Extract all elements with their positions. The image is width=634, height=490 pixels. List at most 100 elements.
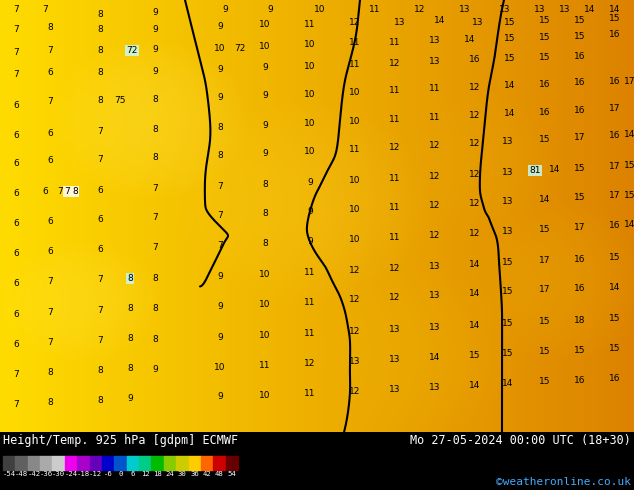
Text: 14: 14: [624, 130, 634, 139]
Text: 13: 13: [394, 18, 406, 27]
Text: 15: 15: [574, 16, 586, 25]
Text: 7: 7: [13, 25, 19, 34]
Text: 15: 15: [502, 258, 514, 268]
Text: 11: 11: [349, 38, 361, 47]
Text: 12: 12: [389, 59, 401, 68]
Text: 17: 17: [609, 162, 621, 171]
Text: 12: 12: [389, 143, 401, 152]
Text: 10: 10: [259, 331, 271, 340]
Text: 6: 6: [97, 186, 103, 195]
Text: 8: 8: [47, 398, 53, 407]
Text: 16: 16: [574, 284, 586, 294]
Text: 6: 6: [47, 129, 53, 138]
Text: 8: 8: [97, 46, 103, 55]
Text: 13: 13: [502, 227, 514, 236]
Text: 11: 11: [304, 389, 316, 398]
Text: 8: 8: [72, 187, 78, 196]
Text: 18: 18: [574, 316, 586, 324]
Text: 16: 16: [469, 55, 481, 64]
Text: 0: 0: [119, 471, 123, 477]
Text: 6: 6: [13, 279, 19, 289]
Text: 8: 8: [262, 180, 268, 189]
Text: 7: 7: [47, 98, 53, 106]
Text: 10: 10: [314, 5, 326, 14]
Text: 12: 12: [469, 111, 481, 120]
Text: 7: 7: [47, 277, 53, 286]
Text: 7: 7: [97, 306, 103, 315]
Text: 8: 8: [152, 335, 158, 343]
Text: 15: 15: [609, 343, 621, 353]
Text: 7: 7: [13, 48, 19, 57]
Text: 15: 15: [540, 225, 551, 234]
Text: 16: 16: [609, 77, 621, 86]
Text: 11: 11: [389, 86, 401, 96]
Text: 9: 9: [152, 25, 158, 34]
Text: 9: 9: [152, 67, 158, 76]
Text: 14: 14: [464, 35, 476, 44]
Text: 6: 6: [13, 340, 19, 349]
Text: 15: 15: [624, 191, 634, 200]
Text: 6: 6: [47, 68, 53, 77]
Text: 16: 16: [609, 30, 621, 39]
Text: 12: 12: [389, 264, 401, 273]
Text: 10: 10: [349, 117, 361, 125]
Text: 9: 9: [217, 94, 223, 102]
Text: 6: 6: [97, 245, 103, 254]
Text: 7: 7: [217, 182, 223, 191]
Bar: [65, 456, 77, 470]
Text: 12: 12: [349, 18, 361, 27]
Text: 11: 11: [389, 203, 401, 212]
Text: 11: 11: [389, 233, 401, 242]
Text: 7: 7: [97, 336, 103, 344]
Text: 10: 10: [259, 270, 271, 279]
Text: 8: 8: [97, 396, 103, 405]
Text: 9: 9: [217, 333, 223, 342]
Text: 13: 13: [389, 355, 401, 364]
Text: 8: 8: [72, 187, 78, 196]
Text: 11: 11: [389, 115, 401, 123]
Text: 7: 7: [97, 155, 103, 164]
Text: 10: 10: [214, 44, 226, 53]
Bar: [77, 456, 89, 470]
Text: 14: 14: [549, 165, 560, 174]
Bar: [3, 456, 15, 470]
Text: 12: 12: [469, 83, 481, 93]
Text: 12: 12: [469, 229, 481, 238]
Text: 8: 8: [152, 96, 158, 104]
Text: 14: 14: [609, 283, 621, 293]
Text: 8: 8: [97, 10, 103, 19]
Text: 13: 13: [429, 36, 441, 45]
Text: 15: 15: [624, 161, 634, 170]
Text: 13: 13: [502, 197, 514, 206]
Text: 16: 16: [574, 376, 586, 385]
Text: 7: 7: [42, 5, 48, 14]
Text: 12: 12: [304, 359, 316, 368]
Text: ©weatheronline.co.uk: ©weatheronline.co.uk: [496, 477, 631, 487]
Text: 11: 11: [389, 38, 401, 47]
Text: 10: 10: [349, 176, 361, 185]
Text: 13: 13: [349, 357, 361, 366]
Text: 12: 12: [429, 172, 441, 181]
Text: 15: 15: [502, 288, 514, 296]
Text: 9: 9: [152, 8, 158, 17]
Text: 12: 12: [141, 471, 150, 477]
Text: 9: 9: [267, 5, 273, 14]
Text: 7: 7: [152, 213, 158, 222]
Text: 6: 6: [47, 247, 53, 256]
Bar: [102, 456, 114, 470]
Text: 18: 18: [153, 471, 162, 477]
Text: 7: 7: [47, 46, 53, 55]
Text: 8: 8: [127, 303, 133, 313]
Text: 14: 14: [429, 353, 441, 362]
Text: 10: 10: [349, 205, 361, 214]
Text: 12: 12: [429, 231, 441, 240]
Text: 36: 36: [190, 471, 199, 477]
Text: 10: 10: [304, 91, 316, 99]
Text: 8: 8: [262, 239, 268, 248]
Bar: [226, 456, 238, 470]
Text: 9: 9: [307, 178, 313, 187]
Text: 7: 7: [13, 5, 19, 14]
Text: 8: 8: [152, 124, 158, 134]
Text: 16: 16: [540, 107, 551, 117]
Text: 9: 9: [307, 207, 313, 216]
